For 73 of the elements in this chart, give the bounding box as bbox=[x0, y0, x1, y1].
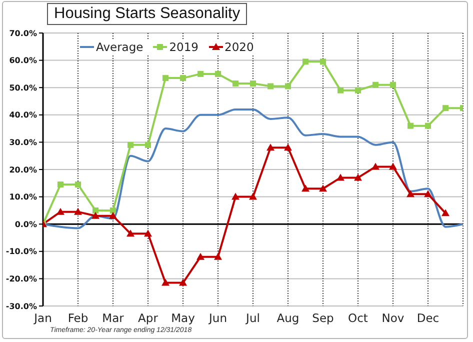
point bbox=[92, 207, 98, 214]
point bbox=[302, 58, 308, 65]
y-tick-label: 50.0% bbox=[9, 83, 37, 92]
point bbox=[126, 230, 134, 237]
point bbox=[425, 122, 431, 129]
point bbox=[355, 87, 361, 94]
x-tick-label: May bbox=[171, 311, 196, 325]
point bbox=[354, 174, 362, 181]
point bbox=[92, 212, 100, 219]
y-tick-label: -10.0% bbox=[6, 247, 37, 256]
point bbox=[250, 80, 256, 87]
point bbox=[58, 182, 64, 188]
x-tick-label: Jul bbox=[245, 311, 260, 325]
x-tick-label: Oct bbox=[348, 311, 368, 325]
point bbox=[442, 105, 448, 112]
point bbox=[144, 230, 152, 237]
point bbox=[372, 162, 380, 170]
y-tick-label: 10.0% bbox=[9, 192, 37, 202]
y-tick-label: 20.0% bbox=[9, 165, 37, 174]
point bbox=[302, 184, 310, 192]
point bbox=[389, 162, 397, 170]
legend-label: 2019 bbox=[169, 39, 199, 55]
point bbox=[179, 278, 187, 286]
point bbox=[75, 182, 81, 188]
point bbox=[196, 252, 204, 260]
x-tick-label: Apr bbox=[138, 311, 158, 325]
point bbox=[74, 208, 82, 215]
y-tick-label: 40.0% bbox=[9, 110, 37, 120]
point bbox=[284, 144, 292, 151]
point bbox=[215, 70, 221, 77]
x-tick-label: Jun bbox=[208, 311, 227, 325]
point bbox=[285, 83, 291, 90]
point bbox=[214, 252, 222, 260]
x-tick-label: Nov bbox=[382, 311, 404, 325]
point bbox=[336, 174, 344, 181]
point bbox=[266, 144, 274, 151]
point bbox=[319, 184, 327, 192]
point bbox=[249, 192, 257, 200]
y-tick-label: 70.0% bbox=[9, 28, 37, 38]
y-tick-label: -30.0% bbox=[6, 302, 37, 311]
x-tick-label: Mar bbox=[102, 311, 124, 325]
legend-label: Average bbox=[96, 39, 144, 55]
y-tick-label: 0.0% bbox=[14, 220, 37, 229]
x-tick-label: Sep bbox=[312, 311, 334, 325]
point bbox=[128, 142, 134, 148]
point bbox=[145, 142, 151, 148]
x-tick-label: Dec bbox=[416, 311, 440, 325]
point bbox=[110, 207, 116, 214]
point bbox=[406, 190, 414, 198]
y-tick-label: -20.0% bbox=[6, 274, 37, 284]
point bbox=[372, 82, 378, 88]
point bbox=[390, 82, 396, 88]
point bbox=[320, 58, 326, 65]
point bbox=[232, 80, 238, 87]
x-tick-label: Aug bbox=[276, 311, 300, 325]
point bbox=[162, 75, 168, 82]
point bbox=[109, 212, 117, 219]
point bbox=[408, 122, 414, 129]
x-tick-label: Feb bbox=[68, 311, 88, 325]
point bbox=[268, 83, 274, 90]
point bbox=[232, 192, 240, 200]
point bbox=[442, 209, 450, 216]
point bbox=[56, 208, 64, 215]
legend-label: 2020 bbox=[224, 39, 254, 55]
chart-title: Housing Starts Seasonality bbox=[47, 3, 248, 25]
x-tick-label: Jan bbox=[33, 311, 52, 325]
point bbox=[424, 190, 432, 198]
point bbox=[338, 87, 344, 94]
y-tick-label: 30.0% bbox=[9, 138, 37, 148]
point bbox=[180, 75, 186, 82]
y-tick-label: 60.0% bbox=[9, 56, 37, 66]
point bbox=[198, 70, 204, 77]
point bbox=[162, 278, 170, 286]
